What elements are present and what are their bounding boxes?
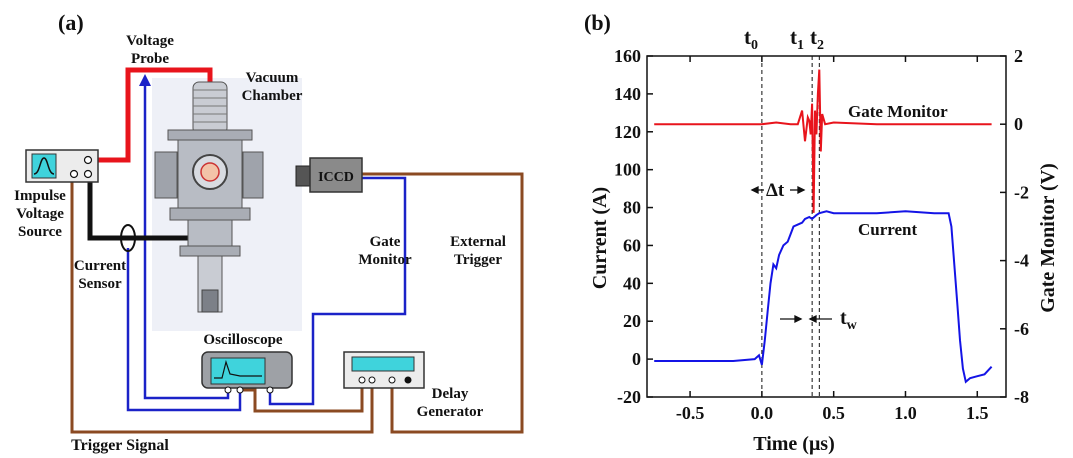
current-sensor-label-2: Sensor: [78, 276, 122, 292]
y-tick-label: 60: [623, 235, 641, 255]
oscilloscope-screen: [210, 357, 266, 385]
ground-line: [87, 174, 205, 241]
current-sensor-coil: [120, 224, 136, 252]
x-tick-label: 0.5: [822, 403, 845, 423]
y-tick-label: 140: [614, 84, 641, 104]
y-tick-label: 0: [632, 349, 641, 369]
vacuum-chamber: [154, 81, 264, 313]
delay-generator: [343, 351, 425, 389]
y2-tick-label: -2: [1014, 182, 1029, 202]
current-sensor-line: [126, 248, 242, 412]
gate-monitor-label-1: Gate: [370, 234, 401, 250]
x-axis-title: Time (μs): [753, 433, 835, 455]
plot-frame: [646, 55, 1007, 398]
impulse-label-1: Impulse: [14, 188, 66, 204]
osc-waveform-icon: [214, 359, 262, 379]
y2-tick-label: -4: [1014, 251, 1029, 271]
trigger-signal-label: Trigger Signal: [71, 437, 169, 454]
y2-tick-label: -6: [1014, 319, 1029, 339]
current-annotation: Current: [858, 220, 918, 239]
delta-t-annotation: Δt: [766, 180, 785, 201]
oscilloscope-label: Oscilloscope: [203, 332, 283, 348]
y-tick-label: 120: [614, 122, 641, 142]
panel-b-tag: (b): [584, 10, 611, 35]
iccd-camera: ICCD: [295, 157, 363, 193]
hv-line: [90, 67, 213, 163]
x-tick-label: -0.5: [676, 403, 705, 423]
external-trigger-line: [342, 172, 524, 434]
gate-monitor-annotation: Gate Monitor: [848, 102, 948, 121]
y-tick-label: 40: [623, 273, 641, 293]
y-axis-title: Current (A): [589, 187, 611, 289]
y2-tick-label: 0: [1014, 114, 1023, 134]
x-tick-label: 1.5: [966, 403, 989, 423]
chart: -0.5 0.0 0.5 1.0 1.5-20020406080100120140160…: [614, 46, 1029, 423]
t0-label: t0: [744, 25, 758, 53]
y-tick-label: 160: [614, 46, 641, 66]
delay-label-1: Delay: [432, 386, 469, 402]
current-sensor-label-1: Current: [74, 258, 126, 274]
x-tick-label: 0.0: [751, 403, 774, 423]
gate-monitor-line: [268, 176, 407, 406]
gate-monitor-label-2: Monitor: [358, 252, 412, 268]
osc-trigger-line: [240, 386, 364, 413]
impulse-label-3: Source: [18, 224, 62, 240]
y-tick-label: 100: [614, 160, 641, 180]
impulse-voltage-source: [25, 149, 99, 183]
t1-label: t1: [790, 25, 804, 53]
series-line-current: [654, 210, 993, 384]
iccd-label: ICCD: [318, 170, 354, 185]
voltage-probe-arrow: [139, 74, 151, 86]
pulse-waveform-icon: [33, 157, 55, 175]
external-trigger-label-2: Trigger: [454, 252, 502, 268]
y2-axis-title: Gate Monitor (V): [1037, 163, 1059, 313]
vacuum-label-1: Vacuum: [246, 70, 299, 86]
t2-label: t2: [810, 25, 824, 53]
tw-annotation: tw: [840, 307, 858, 333]
external-trigger-label-1: External: [450, 234, 506, 250]
panel-a-tag: (a): [58, 10, 84, 35]
series-line-gate-monitor: [654, 69, 992, 213]
impulse-label-2: Voltage: [16, 206, 64, 222]
y2-tick-label: -8: [1014, 387, 1029, 407]
y2-tick-label: 2: [1014, 46, 1023, 66]
delta-t-arrows: [750, 185, 806, 195]
x-tick-label: 1.0: [894, 403, 917, 423]
y-tick-label: 20: [623, 311, 641, 331]
y-tick-label: -20: [617, 387, 641, 407]
voltage-probe-label-2: Probe: [131, 51, 169, 67]
vacuum-label-2: Chamber: [242, 88, 303, 104]
tw-arrows: [780, 314, 832, 324]
oscilloscope: [201, 351, 293, 394]
voltage-probe-label-1: Voltage: [126, 33, 174, 49]
delay-screen: [351, 356, 415, 372]
delay-label-2: Generator: [417, 404, 484, 420]
y-tick-label: 80: [623, 198, 641, 218]
